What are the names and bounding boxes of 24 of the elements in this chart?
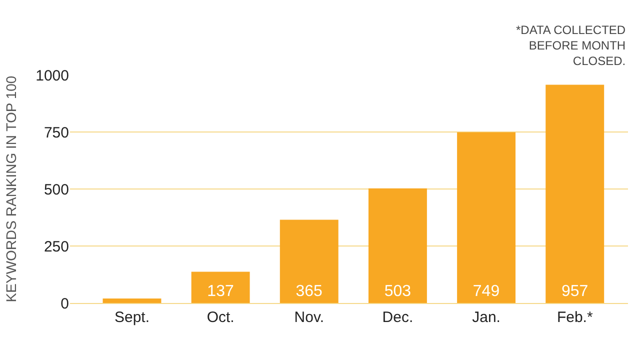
x-tick-label: Jan. xyxy=(472,309,500,326)
bar xyxy=(191,272,250,303)
x-tick-label: Oct. xyxy=(206,309,234,326)
bar xyxy=(457,132,516,303)
text: *DATA COLLECTED BEFORE MONTH CLOSED. xyxy=(516,23,626,68)
y-tick-label: 0 xyxy=(60,295,69,312)
y-tick-label: 750 xyxy=(44,124,69,142)
data-label: 503 xyxy=(384,283,412,300)
data-label: 137 xyxy=(207,283,234,300)
data-label: 957 xyxy=(561,283,588,300)
data-label: 749 xyxy=(472,283,500,300)
bar xyxy=(102,298,162,303)
x-tick-label: Sept. xyxy=(114,309,150,326)
x-tick-label: Nov. xyxy=(294,309,324,326)
bar xyxy=(368,188,427,303)
y-tick-label: 1000 xyxy=(36,67,69,84)
y-axis-title: KEYWORDS RANKING IN TOP 100 xyxy=(3,76,20,302)
bar xyxy=(546,84,604,303)
y-tick-label: 250 xyxy=(44,238,69,256)
bar xyxy=(280,220,338,303)
x-tick-label: Dec. xyxy=(382,309,414,326)
data-label: 365 xyxy=(296,283,323,300)
y-tick-label: 500 xyxy=(44,181,69,198)
x-tick-label: Feb.* xyxy=(556,309,593,326)
